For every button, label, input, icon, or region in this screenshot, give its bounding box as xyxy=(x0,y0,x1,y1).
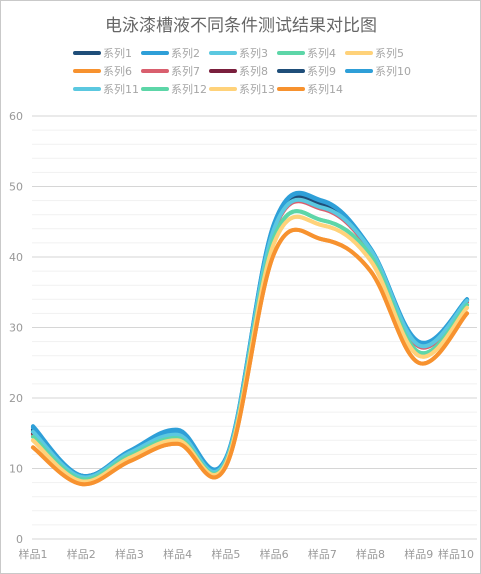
legend-label: 系列1 xyxy=(103,46,132,60)
x-tick-label: 样品7 xyxy=(308,547,337,561)
x-tick-label: 样品2 xyxy=(67,547,96,561)
legend-label: 系列7 xyxy=(171,64,200,78)
legend: 系列1 系列2 系列3 系列4 系列5 系列6 系列7 系列8 系列9 系列10 系列11 系列12 系… xyxy=(73,46,411,96)
y-tick-label: 10 xyxy=(9,463,23,476)
y-tick-label: 20 xyxy=(9,392,23,405)
legend-label: 系列5 xyxy=(375,46,404,60)
legend-item-5[interactable]: 系列5 xyxy=(345,46,404,60)
legend-label: 系列2 xyxy=(171,46,200,60)
legend-label: 系列8 xyxy=(239,64,268,78)
y-tick-label: 30 xyxy=(9,322,23,335)
y-tick-label: 0 xyxy=(16,533,23,546)
legend-label: 系列13 xyxy=(239,82,275,96)
y-tick-label: 50 xyxy=(9,181,23,194)
legend-label: 系列3 xyxy=(239,46,268,60)
series-line-14 xyxy=(31,227,469,487)
legend-item-11[interactable]: 系列11 xyxy=(73,82,139,96)
legend-label: 系列4 xyxy=(307,46,336,60)
x-tick-label: 样品8 xyxy=(356,547,385,561)
legend-label: 系列12 xyxy=(171,82,207,96)
legend-label: 系列11 xyxy=(103,82,139,96)
legend-item-3[interactable]: 系列3 xyxy=(209,46,268,60)
x-tick-label: 样品9 xyxy=(404,547,433,561)
x-axis: 样品1 样品2 样品3 样品4 样品5 样品6 样品7 样品8 样品9 样品10 xyxy=(19,547,475,561)
legend-item-12[interactable]: 系列12 xyxy=(141,82,207,96)
x-tick-label: 样品1 xyxy=(19,547,48,561)
legend-item-8[interactable]: 系列8 xyxy=(209,64,268,78)
x-tick-label: 样品4 xyxy=(163,547,192,561)
legend-item-13[interactable]: 系列13 xyxy=(209,82,275,96)
x-tick-label: 样品3 xyxy=(115,547,144,561)
y-tick-label: 60 xyxy=(9,110,23,123)
chart-title: 电泳漆槽液不同条件测试结果对比图 xyxy=(105,16,377,36)
x-tick-label: 样品10 xyxy=(438,547,474,561)
legend-label: 系列9 xyxy=(307,64,336,78)
series-line-13 xyxy=(31,214,469,484)
legend-item-2[interactable]: 系列2 xyxy=(141,46,200,60)
legend-item-10[interactable]: 系列10 xyxy=(345,64,411,78)
legend-item-7[interactable]: 系列7 xyxy=(141,64,200,78)
legend-item-6[interactable]: 系列6 xyxy=(73,64,132,78)
y-axis: 0 10 20 30 40 50 60 xyxy=(9,110,23,546)
legend-item-4[interactable]: 系列4 xyxy=(277,46,336,60)
legend-item-14[interactable]: 系列14 xyxy=(277,82,343,96)
legend-label: 系列6 xyxy=(103,64,132,78)
legend-label: 系列14 xyxy=(307,82,343,96)
x-tick-label: 样品6 xyxy=(260,547,289,561)
series-group xyxy=(31,190,469,487)
legend-label: 系列10 xyxy=(375,64,411,78)
legend-item-9[interactable]: 系列9 xyxy=(277,64,336,78)
y-tick-label: 40 xyxy=(9,251,23,264)
x-tick-label: 样品5 xyxy=(211,547,240,561)
legend-item-1[interactable]: 系列1 xyxy=(73,46,132,60)
